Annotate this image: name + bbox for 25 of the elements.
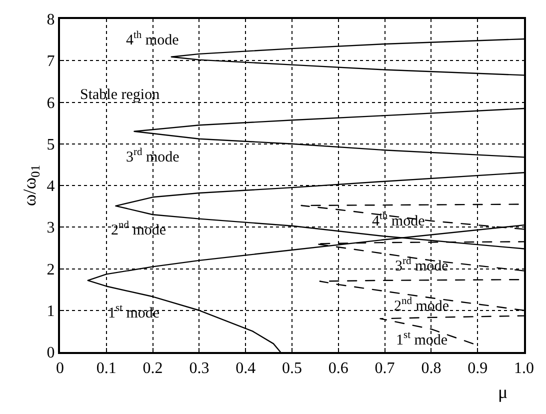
x-tick-label: 0.5 xyxy=(282,360,302,378)
annotation: 4$^{th}$ mode xyxy=(126,30,180,48)
annotation: 3$^{rd}$ mode xyxy=(126,147,180,166)
x-tick-label: 0.2 xyxy=(142,360,163,378)
y-tick-label: 3 xyxy=(46,220,55,237)
y-tick-label: 0 xyxy=(46,344,55,362)
annotation: 1$^{st}$ mode xyxy=(396,330,448,348)
x-tick-label: 0.8 xyxy=(421,360,442,378)
x-tick-label: 0.3 xyxy=(189,360,210,378)
annotation: Stable region xyxy=(80,87,160,103)
x-tick-label: 0.1 xyxy=(96,360,116,378)
annotation: 4$^{th}$ mode xyxy=(372,211,426,230)
y-tick-label: 6 xyxy=(46,94,55,112)
x-tick-label: 1.0 xyxy=(514,360,534,378)
y-tick-label: 2 xyxy=(46,261,55,278)
y-tick-label: 5 xyxy=(46,136,55,154)
x-axis-title: μ xyxy=(498,382,508,402)
x-tick-label: 0.9 xyxy=(468,360,488,378)
x-tick-label: 0.4 xyxy=(236,360,256,378)
x-tick-label: 0.7 xyxy=(374,360,395,378)
y-tick-label: 7 xyxy=(46,53,55,70)
x-tick-label: 0.6 xyxy=(328,360,348,378)
y-tick-label: 4 xyxy=(46,178,55,196)
y-tick-label: 1 xyxy=(46,302,55,320)
y-tick-label: 8 xyxy=(46,12,55,29)
